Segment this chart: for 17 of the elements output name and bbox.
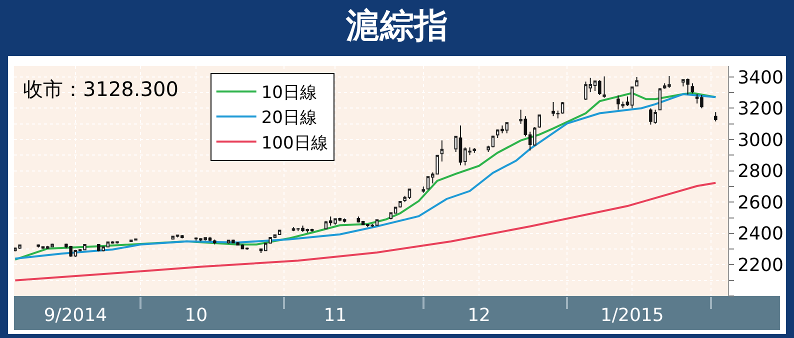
y-tick-label: 3400 — [738, 67, 784, 88]
chart-title: 滬綜指 — [344, 5, 449, 48]
annotation: 收市：3128.300 — [23, 77, 178, 101]
x-tick-label: 10 — [184, 305, 208, 326]
y-tick-label: 3000 — [738, 130, 784, 151]
y-tick-label: 2200 — [738, 255, 784, 276]
y-tick-label: 2600 — [738, 192, 784, 214]
x-tick-label: 11 — [324, 305, 347, 326]
y-tick-label: 2800 — [738, 161, 784, 182]
x-tick-label: 12 — [468, 305, 491, 326]
legend-label: 10日線 — [261, 83, 317, 104]
x-tick-label: 1/2015 — [600, 305, 664, 326]
y-tick-label: 3200 — [738, 98, 784, 120]
y-tick-label: 2400 — [738, 224, 784, 245]
legend-label: 100日線 — [261, 133, 328, 154]
x-tick-label: 9/2014 — [44, 305, 108, 326]
legend-label: 20日線 — [261, 108, 317, 128]
